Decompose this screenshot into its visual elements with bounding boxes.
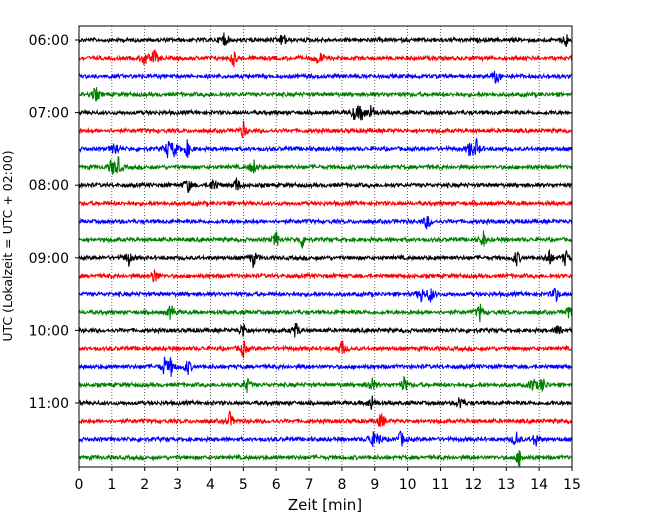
x-tick-label: 6 xyxy=(272,477,281,493)
x-tick-label: 8 xyxy=(337,477,346,493)
trace-line xyxy=(78,215,573,230)
x-tick-label: 7 xyxy=(305,477,314,493)
trace-line xyxy=(78,156,573,175)
y-tick-label: 11:00 xyxy=(29,396,69,412)
y-tick-label: 10:00 xyxy=(29,323,69,339)
trace-line xyxy=(78,340,573,358)
y-axis-ticks: 06:00 07:00 08:00 09:00 10:00 11:00 xyxy=(29,33,79,412)
x-tick-label: 9 xyxy=(370,477,379,493)
plot-frame xyxy=(78,25,573,468)
trace-line xyxy=(78,395,573,410)
x-tick-label: 4 xyxy=(206,477,215,493)
trace-line xyxy=(78,49,573,68)
trace-line xyxy=(78,32,573,47)
trace-line xyxy=(78,248,573,268)
y-tick-label: 07:00 xyxy=(29,106,69,122)
trace-line xyxy=(78,450,573,467)
trace-line xyxy=(78,230,573,249)
trace-line xyxy=(78,287,573,303)
x-tick-label: 5 xyxy=(239,477,248,493)
trace-line xyxy=(78,269,573,283)
x-axis-ticks: 0 1 2 3 4 5 6 7 8 9 10 11 12 13 14 15 xyxy=(75,467,581,493)
y-tick-label: 06:00 xyxy=(29,33,69,49)
trace-line xyxy=(78,430,573,448)
trace-line xyxy=(78,70,573,84)
y-tick-label: 09:00 xyxy=(29,251,69,267)
trace-line xyxy=(78,120,573,139)
x-tick-label: 3 xyxy=(173,477,182,493)
y-axis-label: UTC (Lokalzeit = UTC + 02:00) xyxy=(0,150,15,341)
x-tick-label: 10 xyxy=(399,477,417,493)
x-tick-label: 11 xyxy=(432,477,450,493)
x-tick-label: 0 xyxy=(75,477,84,493)
trace-line xyxy=(78,199,573,208)
trace-line xyxy=(78,105,573,121)
trace-line xyxy=(78,87,573,102)
x-tick-label: 1 xyxy=(107,477,116,493)
trace-line xyxy=(78,303,573,323)
x-axis-label: Zeit [min] xyxy=(288,496,362,514)
x-tick-label: 14 xyxy=(530,477,548,493)
trace-line xyxy=(78,177,573,193)
trace-line xyxy=(78,375,573,394)
x-tick-label: 2 xyxy=(140,477,149,493)
x-tick-label: 12 xyxy=(464,477,482,493)
x-tick-label: 15 xyxy=(563,477,581,493)
trace-line xyxy=(78,356,573,377)
y-tick-label: 08:00 xyxy=(29,178,69,194)
trace-line xyxy=(78,322,573,338)
trace-group xyxy=(78,32,573,467)
trace-line xyxy=(78,409,573,428)
x-tick-label: 13 xyxy=(497,477,515,493)
trace-line xyxy=(78,137,573,159)
